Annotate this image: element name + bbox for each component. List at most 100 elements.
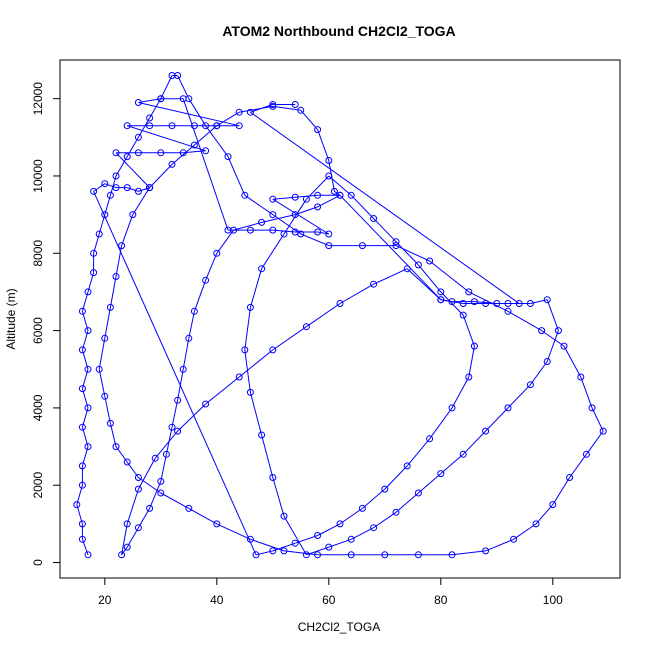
data-point	[314, 126, 322, 134]
data-point	[90, 269, 98, 277]
series-line-segment	[81, 539, 89, 555]
data-point	[280, 547, 288, 555]
data-point	[246, 226, 254, 234]
series-line-segment	[462, 430, 486, 455]
y-tick-label: 6000	[31, 317, 45, 344]
data-point	[174, 72, 182, 79]
x-tick-label: 40	[210, 593, 224, 607]
x-axis-label: CH2Cl2_TOGA	[298, 620, 380, 634]
series-line-segment	[513, 523, 537, 540]
series-line-segment	[295, 535, 318, 544]
series-line-segment	[137, 457, 156, 490]
data-point	[190, 307, 198, 315]
data-point	[246, 303, 254, 311]
data-point	[526, 381, 534, 389]
data-point	[101, 392, 109, 400]
data-point	[258, 431, 266, 439]
series-line-segment	[149, 481, 162, 509]
series-line-segment	[149, 98, 162, 119]
series-line-segment	[317, 231, 329, 235]
data-point	[392, 242, 400, 250]
data-point	[358, 504, 366, 512]
data-point	[510, 535, 518, 543]
series-line-segment	[272, 326, 307, 351]
data-point	[146, 184, 154, 192]
data-point	[538, 327, 546, 335]
data-point	[577, 373, 585, 381]
series-line-segment	[339, 507, 363, 525]
series-line-segment	[283, 550, 318, 556]
series-line-segment	[485, 407, 509, 432]
series-line-segment	[216, 523, 251, 540]
series-line-segment	[306, 546, 329, 556]
data-point	[470, 342, 478, 350]
series-line-segment	[350, 527, 374, 540]
series-line-segment	[306, 175, 330, 200]
data-point	[302, 323, 310, 331]
series-line-segment	[160, 75, 173, 99]
series-line-segment	[546, 299, 559, 331]
data-point	[291, 211, 299, 219]
series-line-segment	[429, 407, 453, 440]
series-line-segment	[177, 75, 190, 99]
data-point	[269, 474, 277, 481]
data-point	[185, 334, 193, 342]
series-line-segment	[451, 550, 486, 556]
series-line-segment	[328, 175, 352, 196]
series-line-segment	[339, 194, 442, 301]
data-point	[414, 489, 422, 497]
series-line-segment	[440, 291, 464, 316]
data-point	[258, 265, 266, 273]
data-point	[162, 450, 170, 458]
data-point	[118, 242, 126, 250]
data-point	[269, 195, 277, 203]
series-line-segment	[188, 507, 218, 525]
y-tick-label: 12000	[31, 82, 45, 116]
plot-frame	[59, 59, 621, 579]
x-axis: 20 40 60 80 100	[98, 577, 563, 607]
series-line-segment	[188, 98, 207, 126]
series-line-segment	[93, 191, 257, 556]
data-point	[134, 524, 142, 532]
series-line-segment	[182, 338, 190, 370]
data-point	[325, 157, 333, 164]
x-tick-label: 20	[98, 593, 112, 607]
data-point	[118, 551, 126, 559]
data-point	[246, 108, 254, 116]
data-point	[235, 373, 243, 381]
series-line-segment	[541, 330, 565, 347]
series-line-segment	[272, 477, 285, 517]
series-line-segment	[115, 156, 128, 177]
data-point	[106, 191, 114, 199]
series-line-segment	[261, 434, 274, 478]
data-point	[437, 470, 445, 478]
data-point	[146, 114, 154, 122]
data-point	[78, 520, 86, 528]
data-point	[84, 551, 92, 559]
series-line-segment	[98, 369, 106, 397]
data-point	[370, 524, 378, 532]
series-line-segment	[261, 233, 285, 269]
data-point	[370, 215, 378, 222]
series-line-segment	[126, 137, 139, 157]
series-line-segment	[451, 376, 470, 409]
data-point	[459, 450, 467, 458]
series-line-segment	[350, 194, 374, 219]
series-line-segment	[238, 349, 274, 378]
data-point	[269, 226, 277, 234]
series-line-segment	[205, 125, 229, 157]
data-point	[543, 296, 551, 304]
series-line-segment	[233, 221, 262, 231]
data-point	[123, 153, 131, 161]
data-point	[459, 300, 467, 307]
chart-title: ATOM2 Northbound CH2Cl2_TOGA	[222, 23, 455, 39]
data-point	[134, 149, 142, 157]
data-point	[269, 346, 277, 354]
data-point	[101, 211, 109, 219]
data-point	[123, 543, 131, 551]
series-line-segment	[373, 218, 397, 243]
series-line-segment	[591, 407, 604, 432]
data-point	[426, 435, 434, 443]
data-point	[269, 547, 277, 555]
data-point	[437, 288, 445, 296]
